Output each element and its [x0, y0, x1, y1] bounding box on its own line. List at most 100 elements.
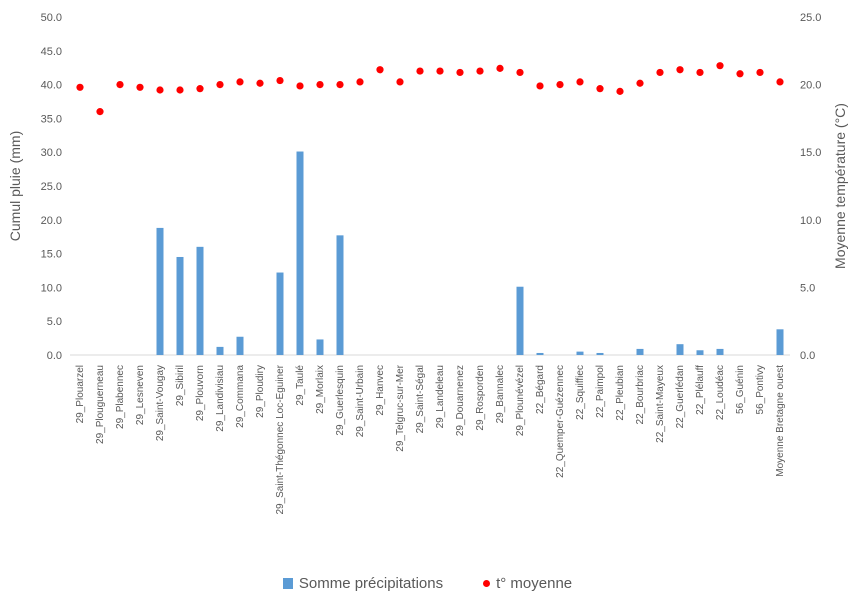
temperature-point — [596, 85, 604, 93]
temperature-point — [276, 76, 284, 85]
bar — [636, 348, 644, 355]
y-tick-label: 15.0 — [41, 249, 62, 261]
category-label: 29_Rosporden — [475, 365, 486, 431]
category-label: 22_Quemper-Guézennec — [555, 365, 566, 478]
temperature-point — [496, 64, 504, 72]
temperature-point — [156, 86, 164, 94]
temperature-point — [396, 78, 404, 86]
category-label: 29_Taulé — [295, 365, 306, 406]
legend-swatch-bar — [282, 577, 293, 589]
y-tick-label: 25.0 — [41, 181, 62, 193]
category-label: 22_Guerlédan — [675, 365, 686, 428]
category-label: 22_Pleubian — [615, 365, 626, 421]
temperature-point — [756, 68, 764, 77]
bar — [716, 348, 724, 355]
category-labels: 29_Plouarzel 29_Plouguerneau 29_Plabennec 2… — [75, 364, 786, 514]
category-label: 22_Plélauff — [695, 365, 706, 415]
temperature-point — [356, 78, 364, 86]
precipitation-bars — [156, 151, 784, 355]
temperature-point — [116, 81, 124, 89]
temperature-point — [416, 67, 424, 75]
category-label: 22_Paimpol — [595, 365, 606, 418]
temperature-point — [736, 70, 744, 78]
bar — [316, 339, 324, 355]
bar — [696, 350, 704, 355]
category-label: 22_Bourbriac — [635, 365, 646, 424]
legend-item-temperature: t° moyenne — [483, 575, 572, 592]
bar — [596, 352, 604, 355]
y-tick-label: 10.0 — [41, 282, 62, 294]
y2-axis-title: Moyenne température (°C) — [832, 103, 848, 269]
y2-tick-label: 5.0 — [800, 282, 815, 294]
bar — [676, 344, 684, 355]
category-label: 29_Bannalec — [495, 365, 506, 423]
category-label: 22_Squiffiec — [575, 365, 586, 420]
temperature-point — [136, 83, 144, 91]
temperature-point — [316, 81, 324, 89]
legend-swatch-dot — [483, 579, 491, 587]
category-label: 29_Plouvorn — [195, 365, 206, 421]
temperature-point — [516, 68, 524, 77]
bar — [776, 329, 784, 355]
y2-tick-label: 25.0 — [800, 12, 821, 24]
category-label: 29_Plounévézel — [515, 365, 526, 436]
y2-tick-label: 10.0 — [800, 215, 821, 227]
category-label: 22_Bégard — [535, 365, 546, 414]
category-label: 29_Morlaix — [315, 365, 326, 414]
category-label: 29_Landivisiau — [215, 365, 226, 432]
legend-item-precipitation: Somme précipitations — [282, 575, 443, 592]
category-label: 56_Pontivy — [755, 365, 766, 414]
category-label: 22_Saint-Mayeux — [655, 365, 666, 443]
temperature-point — [476, 67, 484, 75]
category-label: 29_Plabennec — [115, 365, 126, 429]
y-tick-label: 50.0 — [41, 12, 62, 24]
temperature-point — [456, 68, 464, 77]
y2-tick-label: 20.0 — [800, 80, 821, 92]
temperature-point — [656, 68, 664, 77]
temperature-point — [436, 67, 444, 75]
bar — [576, 351, 584, 355]
temperature-point — [96, 108, 104, 116]
category-label: 29_Saint-Thégonnec Loc-Eguiner — [275, 364, 286, 514]
temperature-point — [216, 81, 224, 89]
y-tick-label: 5.0 — [47, 316, 62, 328]
category-label: 29_Sibiril — [175, 365, 186, 406]
bar — [216, 346, 224, 355]
bar — [336, 235, 344, 355]
bar — [536, 352, 544, 355]
category-label: Moyenne Bretagne ouest — [775, 365, 786, 477]
left-axis-ticks: 0.0 5.0 10.0 15.0 20.0 25.0 30.0 35.0 40.0 45.0 50… — [41, 12, 62, 362]
category-label: 56_Guénin — [735, 365, 746, 414]
legend: Somme précipitations t° moyenne — [0, 571, 855, 595]
y-tick-label: 0.0 — [47, 350, 62, 362]
temperature-point — [636, 79, 644, 87]
bar — [276, 272, 284, 355]
legend-label-temperature: t° moyenne — [496, 574, 573, 592]
category-label: 29_Saint-Urbain — [355, 365, 366, 437]
bar — [296, 151, 304, 355]
bar — [196, 246, 204, 355]
temperature-point — [256, 79, 264, 87]
category-label: 29_Guerlesquin — [335, 365, 346, 436]
bar — [516, 286, 524, 355]
y2-tick-label: 15.0 — [800, 147, 821, 159]
y-tick-label: 20.0 — [41, 215, 62, 227]
temperature-point — [236, 78, 244, 86]
temperature-point — [176, 86, 184, 94]
y-tick-label: 35.0 — [41, 113, 62, 125]
bar — [156, 227, 164, 355]
right-axis-ticks: 0.0 5.0 10.0 15.0 20.0 25.0 — [800, 12, 821, 362]
category-label: 29_Ploudiry — [255, 365, 266, 418]
category-label: 29_Douarnenez — [455, 365, 466, 436]
combo-chart: 0.0 5.0 10.0 15.0 20.0 25.0 30.0 35.0 40.0 45.0 50… — [7, 12, 848, 515]
category-label: 29_Telgruc-sur-Mer — [395, 364, 406, 451]
y-tick-label: 30.0 — [41, 147, 62, 159]
temperature-point — [296, 82, 304, 90]
temperature-point — [336, 81, 344, 89]
y-tick-label: 45.0 — [41, 46, 62, 58]
category-label: 29_Saint-Vougay — [155, 365, 166, 441]
category-label: 29_Lesneven — [135, 365, 146, 425]
temperature-points — [76, 62, 784, 116]
y2-tick-label: 0.0 — [800, 350, 815, 362]
bar — [236, 336, 244, 355]
